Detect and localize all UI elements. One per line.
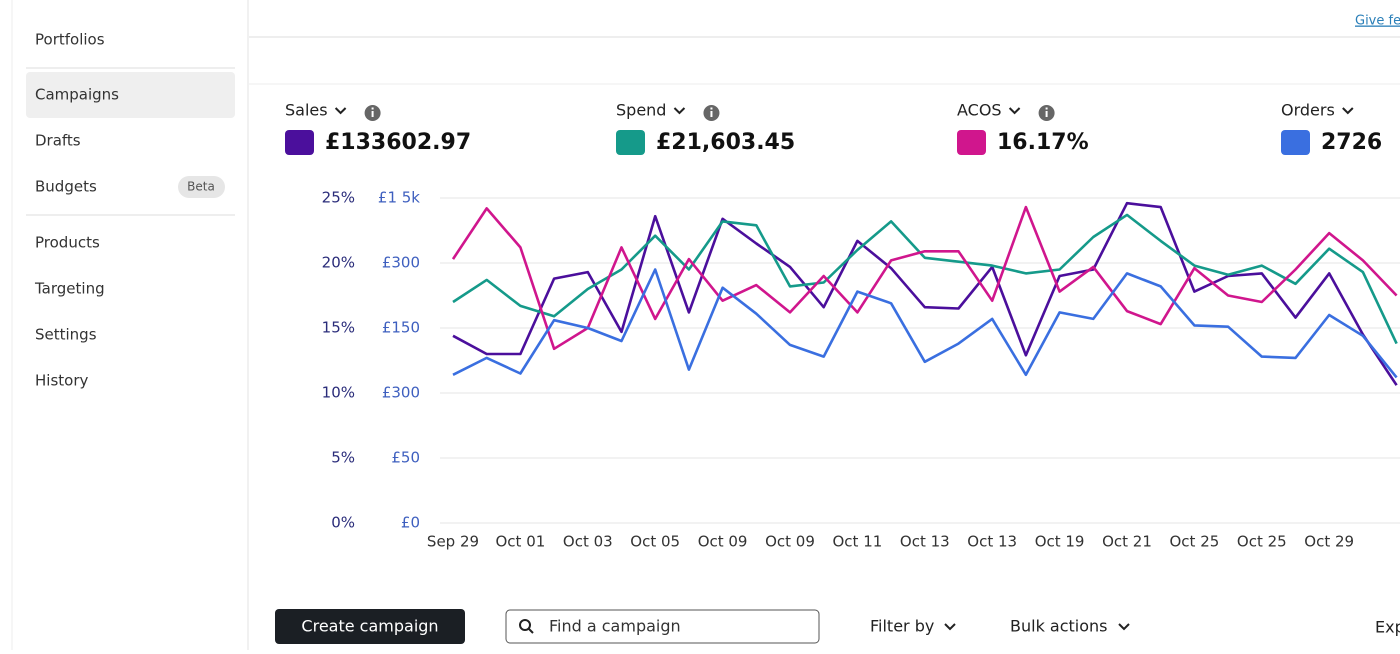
- x-tick-label: Oct 13: [900, 533, 950, 551]
- info-icon: [1045, 107, 1048, 110]
- series-line: [452, 268, 1398, 379]
- y2-tick-label: £150: [382, 319, 420, 337]
- x-tick-label: Oct 11: [833, 533, 883, 551]
- y-tick-label: 0%: [331, 514, 355, 532]
- chevron: [1342, 107, 1354, 115]
- x-tick-label: Oct 21: [1102, 533, 1152, 551]
- y2-tick-label: £50: [391, 449, 420, 467]
- metric-value: £21,603.45: [656, 130, 795, 155]
- chevron: [334, 107, 347, 115]
- x-tick-label: Oct 25: [1170, 533, 1220, 551]
- legend-name[interactable]: Orders: [1281, 101, 1335, 120]
- legend-swatch[interactable]: [285, 130, 314, 155]
- y2-tick-label: £0: [401, 514, 420, 532]
- x-tick-label: Oct 01: [496, 533, 546, 551]
- nav-item[interactable]: Products: [35, 234, 100, 252]
- y-tick-label: 20%: [322, 254, 355, 272]
- search-icon: [528, 628, 534, 634]
- legend-name[interactable]: Sales: [285, 101, 328, 120]
- x-tick-label: Oct 25: [1237, 533, 1287, 551]
- y-tick-label: 15%: [322, 319, 355, 337]
- y-tick-label: 5%: [331, 449, 355, 467]
- badge: Beta: [187, 180, 215, 194]
- nav-item[interactable]: Settings: [35, 326, 97, 344]
- chevron: [1008, 107, 1021, 115]
- x-tick-label: Oct 13: [967, 533, 1017, 551]
- chart: Sales £133602.97 Spend £21,603.45 ACOS 16.17%…: [285, 101, 1400, 551]
- x-tick-label: Oct 03: [563, 533, 613, 551]
- legend-name[interactable]: Spend: [616, 101, 666, 120]
- feedback-link[interactable]: Give fe: [1355, 14, 1400, 29]
- chevron: [673, 107, 686, 115]
- info-icon: [710, 107, 713, 110]
- search-placeholder: Find a campaign: [549, 617, 681, 636]
- y-tick-label: 25%: [322, 189, 355, 207]
- y2-tick-label: £300: [382, 254, 420, 272]
- create-button-label: Create campaign: [301, 617, 438, 636]
- nav-item[interactable]: Targeting: [34, 280, 105, 298]
- nav-item[interactable]: Budgets: [35, 178, 97, 196]
- legend-name[interactable]: ACOS: [957, 101, 1002, 120]
- x-tick-label: Oct 29: [1304, 533, 1354, 551]
- toolbar: Create campaign Find a campaign Filter b…: [275, 609, 1400, 644]
- x-tick-label: Oct 19: [1035, 533, 1085, 551]
- y2-tick-label: £1 5k: [378, 189, 420, 207]
- y-tick-label: 10%: [322, 384, 355, 402]
- create-button[interactable]: [275, 609, 465, 644]
- metric-value: £133602.97: [325, 130, 471, 155]
- info-icon: [371, 111, 374, 117]
- search-icon: [519, 619, 531, 631]
- nav-item[interactable]: Campaigns: [35, 86, 119, 104]
- info-icon: [1045, 111, 1048, 117]
- series-line: [451, 205, 1398, 351]
- chevron: [944, 623, 956, 631]
- legend-swatch[interactable]: [1281, 130, 1310, 155]
- badge-bg: [178, 176, 225, 198]
- legend-swatch[interactable]: [616, 130, 645, 155]
- bulk-dropdown[interactable]: Bulk actions: [1010, 617, 1108, 636]
- x-tick-label: Oct 09: [765, 533, 815, 551]
- series-line: [452, 201, 1398, 386]
- nav-item[interactable]: Portfolios: [35, 31, 105, 49]
- nav-item[interactable]: Drafts: [35, 132, 81, 150]
- info-icon: [710, 111, 713, 117]
- metric-value: 16.17%: [997, 130, 1089, 155]
- x-tick-label: Sep 29: [427, 533, 479, 551]
- export-button[interactable]: Exp: [1375, 618, 1400, 637]
- metric-value: 2726: [1321, 130, 1382, 155]
- x-tick-label: Oct 05: [630, 533, 680, 551]
- x-tick-label: Oct 09: [698, 533, 748, 551]
- selected-highlight: [26, 72, 235, 118]
- legend-swatch[interactable]: [957, 130, 986, 155]
- y2-tick-label: £300: [382, 384, 420, 402]
- nav-item[interactable]: History: [35, 372, 88, 390]
- search-box[interactable]: [505, 609, 820, 644]
- filter-dropdown[interactable]: Filter by: [870, 617, 934, 636]
- info-icon: [371, 107, 374, 110]
- chevron: [1118, 623, 1130, 631]
- sidebar: Beta Portfolios Campaigns Drafts Budgets Pro…: [26, 31, 235, 390]
